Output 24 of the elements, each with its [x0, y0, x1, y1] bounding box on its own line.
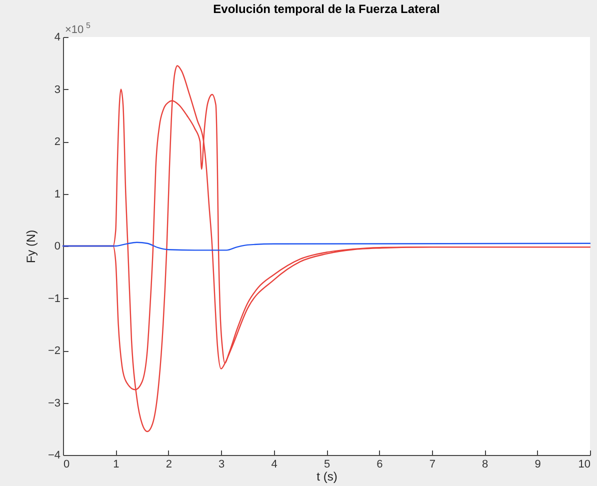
x-tick-label: 5: [324, 458, 330, 470]
x-tick-label: 6: [376, 458, 383, 470]
text: ×105: [65, 21, 91, 36]
x-tick-label: 7: [429, 458, 436, 470]
x-tick-label: 9: [534, 458, 541, 470]
x-tick-label: 0: [64, 458, 70, 470]
y-tick-label: −1: [48, 292, 60, 305]
x-tick-label: 8: [482, 458, 488, 470]
x-tick-label: 3: [218, 458, 225, 470]
x-tick-label: 2: [166, 458, 172, 470]
y-axis-title: Fy (N): [24, 230, 38, 264]
y-tick-label: 4: [54, 32, 60, 44]
x-tick-label: 4: [271, 458, 278, 470]
y-tick-label: 1: [54, 188, 60, 200]
y-tick-label: −2: [48, 345, 60, 357]
y-tick-label: 2: [54, 136, 60, 148]
y-tick-label: −3: [48, 397, 60, 410]
y-tick-label: 0: [54, 240, 60, 252]
x-tick-label: 1: [113, 458, 120, 470]
chart-title: Evolución temporal de la Fuerza Lateral: [213, 2, 440, 16]
x-axis-title: t (s): [316, 470, 338, 484]
y-tick-label: 3: [54, 84, 60, 96]
y-tick-label: −4: [48, 450, 60, 462]
x-tick-label: 10: [578, 458, 590, 470]
